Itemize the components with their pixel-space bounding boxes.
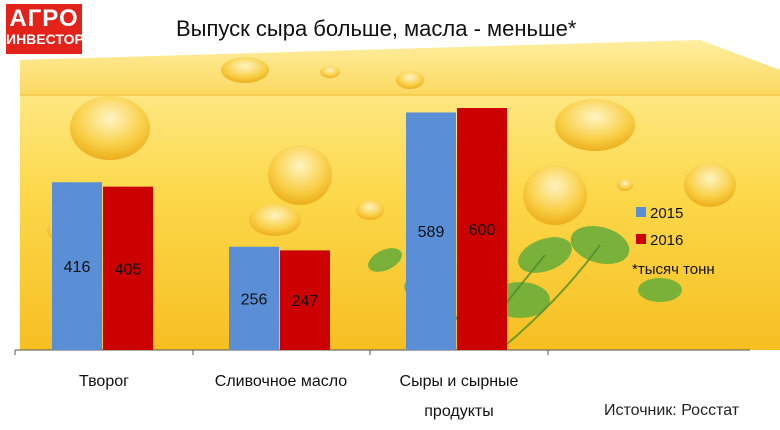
chart-title: Выпуск сыра больше, масла - меньше*: [176, 16, 577, 41]
category-label-slivochnoe-maslo: Сливочное масло: [215, 373, 348, 390]
logo-line-2: ИНВЕСТОР: [6, 31, 84, 47]
bar-2015-tvorog: [52, 182, 102, 350]
legend-label-2016: 2016: [650, 232, 683, 249]
data-label: 405: [115, 261, 142, 278]
source-note: Источник: Росстат: [604, 402, 740, 419]
agroinvestor-logo: АГРО ИНВЕСТОР: [6, 4, 84, 54]
data-label: 247: [292, 293, 319, 310]
bar-2016-tvorog: [103, 186, 153, 350]
category-label-tvorog: Творог: [79, 373, 129, 390]
legend-swatch-2015: [636, 207, 646, 217]
unit-note: *тысяч тонн: [632, 261, 715, 278]
data-label: 416: [64, 259, 91, 276]
data-label: 600: [469, 222, 496, 239]
data-label: 589: [418, 224, 445, 241]
category-label-syry: Сыры и сырные продукты: [400, 373, 519, 420]
bar-2015-syry: [406, 112, 456, 351]
logo-line-1: АГРО: [9, 5, 79, 32]
bar-2015-slivochnoe-maslo: [229, 246, 279, 350]
legend-swatch-2016: [636, 234, 646, 244]
bar-2016-syry: [457, 108, 507, 351]
bar-2016-slivochnoe-maslo: [280, 250, 330, 350]
category-label-line-1: Сыры и сырные: [400, 373, 519, 390]
data-label: 256: [241, 291, 268, 308]
category-label-line-2: продукты: [424, 403, 493, 420]
legend-label-2015: 2015: [650, 205, 683, 222]
